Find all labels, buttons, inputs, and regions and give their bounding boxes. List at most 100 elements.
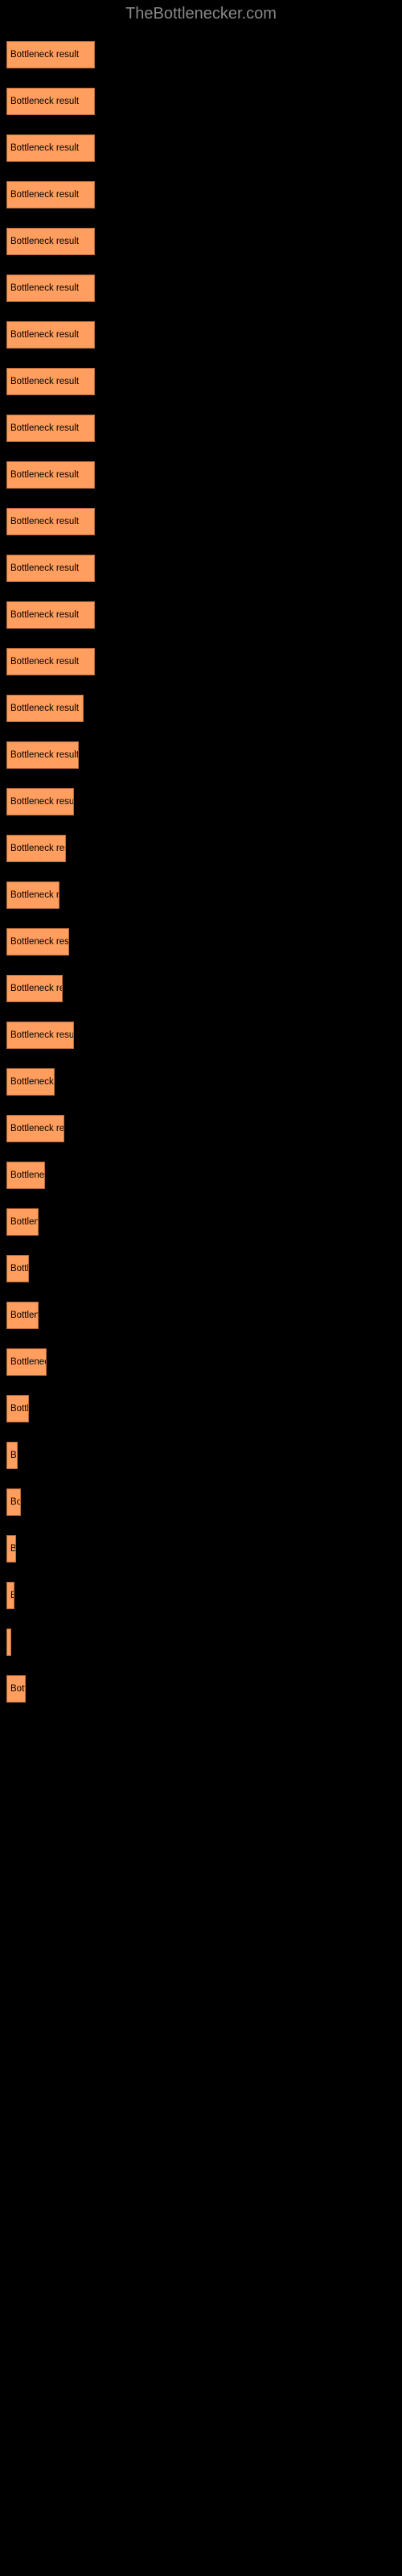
bar-wrapper: Bottleneck result bbox=[6, 181, 396, 208]
bar-label: Bottleneck result bbox=[10, 1637, 11, 1647]
bar[interactable]: Bottleneck result bbox=[6, 321, 95, 349]
bar-label: Bottleneck result bbox=[10, 610, 79, 620]
chart-row: NVIDIA GeForce 6100 nForce 400 in Genera… bbox=[6, 822, 396, 862]
chart-row: NVIDIA GeForce 6100 nForce 400 in Genera… bbox=[6, 915, 396, 956]
bar[interactable]: Bottleneck result bbox=[6, 41, 95, 68]
bar[interactable]: Bottleneck result bbox=[6, 275, 95, 302]
bar-top-label: NVIDIA GeForce 6100 nForce 400 in Genera… bbox=[6, 1009, 396, 1022]
bar-label: Bottleneck result bbox=[10, 1217, 39, 1227]
bar[interactable]: Bottleneck result bbox=[6, 1488, 21, 1516]
bar-wrapper: Bottleneck result bbox=[6, 975, 396, 1002]
bar-wrapper: Bottleneck result bbox=[6, 1022, 396, 1049]
chart-row: NVIDIA GeForce 6100 nForce 400 in Genera… bbox=[6, 75, 396, 115]
bar[interactable]: Bottleneck result bbox=[6, 741, 79, 769]
bar[interactable]: Bottleneck result bbox=[6, 975, 63, 1002]
bar[interactable]: Bottleneck result bbox=[6, 1535, 16, 1563]
bar[interactable]: Bottleneck result bbox=[6, 228, 95, 255]
bar-label: Bottleneck result bbox=[10, 50, 79, 60]
bar-top-label: NVIDIA GeForce 6100 nForce 400 in Genera… bbox=[6, 775, 396, 788]
bar-top-label: NVIDIA GeForce 6100 nForce 400 in Genera… bbox=[6, 869, 396, 881]
chart-row: NVIDIA GeForce 6100 nForce 400 in Genera… bbox=[6, 402, 396, 442]
bar-label: Bottleneck result bbox=[10, 143, 79, 153]
bar-label: Bottleneck result bbox=[10, 1357, 47, 1367]
bar-top-label: NVIDIA GeForce 6100 nForce 400 in Genera… bbox=[6, 729, 396, 741]
bar-top-label: NVIDIA GeForce 6100 nForce 400 in Proces… bbox=[6, 1382, 396, 1395]
bar-top-label: NVIDIA GeForce 6100 nForce 400 in Genera… bbox=[6, 262, 396, 275]
bar[interactable]: Bottleneck result bbox=[6, 1022, 74, 1049]
bar-wrapper: Bottleneck result bbox=[6, 275, 396, 302]
bar[interactable]: Bottleneck result bbox=[6, 1348, 47, 1376]
bar-top-label: NVIDIA GeForce 6100 nForce 400 in Genera… bbox=[6, 28, 396, 41]
bar[interactable]: Bottleneck result bbox=[6, 648, 95, 675]
chart-row: NVIDIA GeForce 6100 nForce 400 in Proces… bbox=[6, 1382, 396, 1422]
bar-top-label: NVIDIA GeForce 6100 nForce 400 in Genera… bbox=[6, 355, 396, 368]
chart-row: NVIDIA GeForce 6100 nForce 400 in Genera… bbox=[6, 215, 396, 255]
bar-label: Bottleneck result bbox=[10, 1077, 55, 1087]
bar-label: Bottleneck result bbox=[10, 1264, 29, 1274]
bar[interactable]: Bottleneck result bbox=[6, 928, 69, 956]
bar[interactable]: Bottleneck result bbox=[6, 368, 95, 395]
bar-chart: NVIDIA GeForce 6100 nForce 400 in Genera… bbox=[0, 28, 402, 1703]
bar[interactable]: Bottleneck result bbox=[6, 1255, 29, 1282]
bar[interactable]: Bottleneck result bbox=[6, 415, 95, 442]
bar-label: Bottleneck result bbox=[10, 423, 79, 433]
bar[interactable]: Bottleneck result bbox=[6, 1302, 39, 1329]
bar-wrapper: Bottleneck result bbox=[6, 415, 396, 442]
bar[interactable]: Bottleneck result bbox=[6, 1115, 64, 1142]
bar[interactable]: Bottleneck result bbox=[6, 788, 74, 815]
bar[interactable]: Bottleneck result bbox=[6, 835, 66, 862]
bar[interactable]: Bottleneck result bbox=[6, 1068, 55, 1096]
bar-wrapper: Bottleneck result bbox=[6, 648, 396, 675]
bar-label: Bottleneck result bbox=[10, 1170, 45, 1180]
bar-label: Bottleneck result bbox=[10, 704, 79, 713]
bar[interactable]: Bottleneck result bbox=[6, 134, 95, 162]
bar[interactable]: Bottleneck result bbox=[6, 555, 95, 582]
bar-wrapper: Bottleneck result bbox=[6, 928, 396, 956]
bar-top-label: NVIDIA GeForce 6100 nForce 400 in Genera… bbox=[6, 588, 396, 601]
bar-wrapper: Bottleneck result bbox=[6, 1162, 396, 1189]
bar-top-label: NVIDIA GeForce 6100 nForce 400 in Genera… bbox=[6, 915, 396, 928]
bar-wrapper: Bottleneck result bbox=[6, 508, 396, 535]
bar-label: Bottleneck result bbox=[10, 984, 63, 993]
bar-label: Bottleneck result bbox=[10, 237, 79, 246]
bar-wrapper: Bottleneck result bbox=[6, 1068, 396, 1096]
bar-top-label: NVIDIA GeForce 6100 nForce 400 in Proces… bbox=[6, 1195, 396, 1208]
chart-row: NVIDIA GeForce 6100 nForce 400 in Genera… bbox=[6, 308, 396, 349]
bar[interactable]: Bottleneck result bbox=[6, 88, 95, 115]
bar-wrapper: Bottleneck result bbox=[6, 1348, 396, 1376]
bar[interactable]: Bottleneck result bbox=[6, 1395, 29, 1422]
bar-wrapper: Bottleneck result bbox=[6, 601, 396, 629]
bar-top-label: NVIDIA GeForce 6100 nForce 400 in Genera… bbox=[6, 822, 396, 835]
bar[interactable]: Bottleneck result bbox=[6, 461, 95, 489]
bar-wrapper: Bottleneck result bbox=[6, 1208, 396, 1236]
bar[interactable]: Bottleneck result bbox=[6, 881, 59, 909]
bar-label: Bottleneck result bbox=[10, 657, 79, 667]
bar-label: Bottleneck result bbox=[10, 797, 74, 807]
bar[interactable]: Bottleneck result bbox=[6, 181, 95, 208]
bar[interactable]: Bottleneck result bbox=[6, 1629, 11, 1656]
chart-row: NVIDIA GeForce 6100 nForce 400 in Proces… bbox=[6, 1522, 396, 1563]
bar-label: Bottleneck result bbox=[10, 1591, 14, 1600]
bar-label: Bottleneck result bbox=[10, 377, 79, 386]
bar-top-label: NVIDIA GeForce 6100 nForce 400 in Genera… bbox=[6, 682, 396, 695]
chart-row: NVIDIA GeForce 6100 nForce 400 in Genera… bbox=[6, 28, 396, 68]
bar[interactable]: Bottleneck result bbox=[6, 1208, 39, 1236]
bar-label: Bottleneck result bbox=[10, 750, 79, 760]
chart-row: NVIDIA GeForce 6100 nForce 400 in Genera… bbox=[6, 588, 396, 629]
bar-top-label: NVIDIA GeForce 6100 nForce 400 in Proces… bbox=[6, 1662, 396, 1675]
bar-label: Bottleneck result bbox=[10, 1311, 39, 1320]
bar[interactable]: Bottleneck result bbox=[6, 695, 84, 722]
bar[interactable]: Bottleneck result bbox=[6, 601, 95, 629]
bar[interactable]: Bottleneck result bbox=[6, 1675, 26, 1703]
bar[interactable]: Bottleneck result bbox=[6, 1582, 14, 1609]
chart-row: NVIDIA GeForce 6100 nForce 400 in Genera… bbox=[6, 869, 396, 909]
bar-top-label: NVIDIA GeForce 6100 nForce 400 in Proces… bbox=[6, 1616, 396, 1629]
bar-wrapper: Bottleneck result bbox=[6, 228, 396, 255]
bar-top-label: NVIDIA GeForce 6100 nForce 400 in Proces… bbox=[6, 1522, 396, 1535]
bar[interactable]: Bottleneck result bbox=[6, 1162, 45, 1189]
chart-row: NVIDIA GeForce 6100 nForce 400 in Proces… bbox=[6, 1335, 396, 1376]
chart-row: NVIDIA GeForce 6100 nForce 400 in Proces… bbox=[6, 1616, 396, 1656]
bar-wrapper: Bottleneck result bbox=[6, 835, 396, 862]
bar[interactable]: Bottleneck result bbox=[6, 1442, 18, 1469]
bar[interactable]: Bottleneck result bbox=[6, 508, 95, 535]
